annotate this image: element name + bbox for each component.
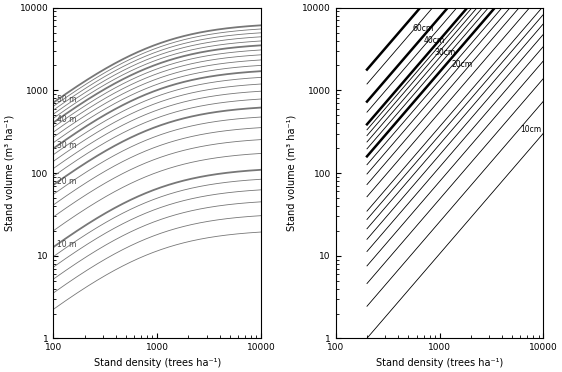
X-axis label: Stand density (trees ha⁻¹): Stand density (trees ha⁻¹)	[94, 358, 221, 368]
Y-axis label: Stand volume (m³ ha⁻¹): Stand volume (m³ ha⁻¹)	[4, 115, 14, 231]
Text: 50 m: 50 m	[57, 95, 76, 104]
Text: 30 m: 30 m	[57, 141, 76, 150]
Text: 60cm: 60cm	[413, 23, 434, 33]
Text: 40cm: 40cm	[424, 36, 445, 45]
Text: 10cm: 10cm	[520, 125, 542, 134]
Text: 10 m: 10 m	[57, 240, 76, 248]
Y-axis label: Stand volume (m³ ha⁻¹): Stand volume (m³ ha⁻¹)	[287, 115, 297, 231]
Text: 30cm: 30cm	[435, 48, 456, 57]
Text: 20cm: 20cm	[451, 60, 473, 69]
Text: 20 m: 20 m	[57, 177, 76, 186]
X-axis label: Stand density (trees ha⁻¹): Stand density (trees ha⁻¹)	[376, 358, 503, 368]
Text: 40 m: 40 m	[57, 115, 76, 124]
